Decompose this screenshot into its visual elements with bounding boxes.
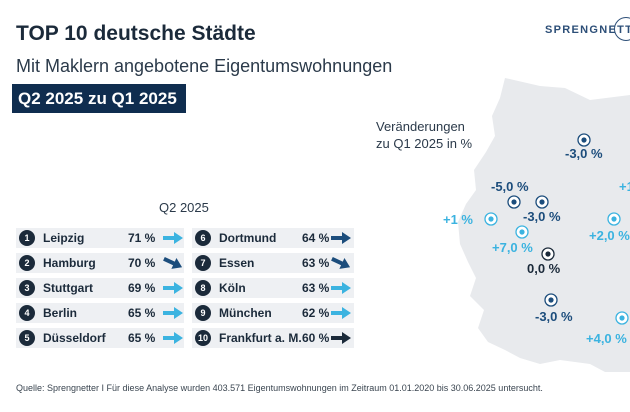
ranking-row: 3 Stuttgart 69 %: [16, 278, 184, 298]
trend-right-icon: [163, 307, 183, 319]
rank-number: 9: [195, 305, 211, 321]
ranking-row: 2 Hamburg 70 %: [16, 253, 184, 273]
rank-share: 63 %: [302, 256, 330, 270]
ranking-row: 9 München 62 %: [192, 303, 354, 323]
map-label-frankfurt: 0,0 %: [527, 261, 561, 276]
trend-right-icon: [331, 232, 351, 244]
rank-share: 65 %: [128, 306, 156, 320]
trend-right-icon: [331, 332, 351, 344]
rank-number: 10: [195, 330, 211, 346]
page-subtitle: Mit Maklern angebotene Eigentumswohnunge…: [16, 56, 393, 76]
ranking-row: 1 Leipzig 71 %: [16, 228, 184, 248]
rank-share: 64 %: [302, 231, 330, 245]
rank-number: 8: [195, 280, 211, 296]
rank-share: 65 %: [128, 331, 156, 345]
logo-mark-icon: [614, 17, 630, 41]
rank-number: 6: [195, 230, 211, 246]
trend-down-icon: [163, 256, 183, 269]
ranking-row: 7 Essen 63 %: [192, 253, 354, 273]
page-title: TOP 10 deutsche Städte: [16, 22, 256, 45]
rank-city: Frankfurt a. M.: [219, 331, 302, 345]
map-label-essen: -3,0 %: [523, 209, 561, 224]
rank-share: 69 %: [128, 281, 156, 295]
rank-city: Berlin: [43, 306, 78, 320]
rank-city: Stuttgart: [43, 281, 93, 295]
map-label-berlin: +1: [619, 179, 630, 194]
trend-right-icon: [163, 332, 183, 344]
period-badge: Q2 2025 zu Q1 2025: [12, 84, 186, 113]
trend-down-icon: [331, 256, 351, 269]
map-label-leipzig: +2,0 %: [589, 228, 630, 243]
ranking-row: 5 Düsseldorf 65 %: [16, 328, 184, 348]
map-legend: Veränderungen zu Q1 2025 in %: [376, 118, 472, 152]
legend-line-1: Veränderungen: [376, 119, 465, 134]
germany-silhouette: [458, 78, 630, 372]
rank-number: 7: [195, 255, 211, 271]
ranking-row: 6 Dortmund 64 %: [192, 228, 354, 248]
rank-city: Hamburg: [43, 256, 96, 270]
trend-right-icon: [163, 232, 183, 244]
rank-share: 71 %: [128, 231, 156, 245]
legend-line-2: zu Q1 2025 in %: [376, 136, 473, 151]
rank-city: Essen: [219, 256, 255, 270]
rank-city: Düsseldorf: [43, 331, 106, 345]
ranking-row: 8 Köln 63 %: [192, 278, 354, 298]
rank-number: 2: [19, 255, 35, 271]
map-label-hamburg: -3,0 %: [565, 146, 603, 161]
source-note: Quelle: Sprengnetter I Für diese Analyse…: [16, 383, 543, 393]
trend-right-icon: [331, 282, 351, 294]
ranking-row: 10 Frankfurt a. M. 60 %: [192, 328, 354, 348]
ranking-quarter-label: Q2 2025: [159, 200, 209, 215]
trend-right-icon: [163, 282, 183, 294]
map-label-koeln: +7,0 %: [492, 240, 533, 255]
rank-share: 70 %: [128, 256, 156, 270]
rank-city: Köln: [219, 281, 246, 295]
rank-city: Leipzig: [43, 231, 85, 245]
map-label-stuttgart: -3,0 %: [535, 309, 573, 324]
rank-number: 1: [19, 230, 35, 246]
map-label-muenchen: +4,0 %: [586, 331, 627, 346]
trend-right-icon: [331, 307, 351, 319]
rank-number: 4: [19, 305, 35, 321]
rank-share: 63 %: [302, 281, 330, 295]
rank-number: 3: [19, 280, 35, 296]
map-label-duesseldorf: +1 %: [443, 212, 473, 227]
map-markers: [484, 133, 629, 325]
rank-share: 62 %: [302, 306, 330, 320]
rank-city: München: [219, 306, 272, 320]
ranking-row: 4 Berlin 65 %: [16, 303, 184, 323]
sprengnetter-logo: SPRENGNETTER: [545, 24, 630, 36]
rank-share: 60 %: [302, 331, 330, 345]
map-label-dortmund: -5,0 %: [491, 179, 529, 194]
rank-city: Dortmund: [219, 231, 277, 245]
rank-number: 5: [19, 330, 35, 346]
